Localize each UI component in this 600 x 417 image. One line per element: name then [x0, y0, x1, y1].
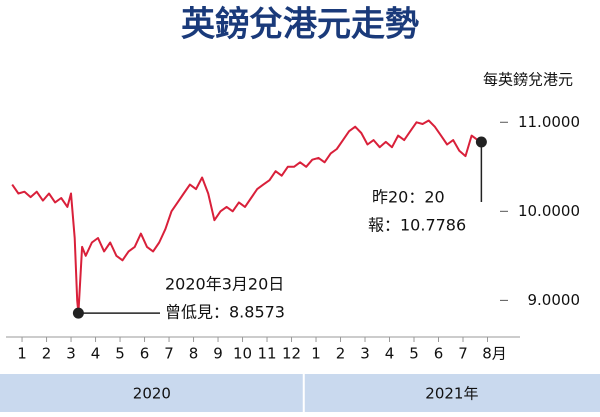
annotation-text: 報：10.7786 [368, 215, 466, 234]
x-tick-label: 5 [115, 345, 125, 363]
x-tick-label: 6 [434, 345, 444, 363]
x-tick-label: 8 [189, 345, 199, 363]
annotation-text: 昨20：20 [372, 187, 445, 206]
x-tick-label: 11 [257, 345, 276, 363]
annotation-dot [72, 307, 84, 319]
price-line [11, 119, 482, 315]
x-tick-label: 12 [282, 345, 301, 363]
x-tick-label: 2 [42, 345, 52, 363]
annotation-text: 曾低見：8.8573 [165, 303, 285, 322]
chart-title: 英鎊兌港元走勢 [181, 5, 419, 45]
y-tick-label: 10.0000 [518, 202, 580, 220]
year-band [304, 374, 600, 412]
year-label: 2021年 [425, 385, 478, 403]
x-tick-label: 4 [385, 345, 395, 363]
x-tick-label: 7 [458, 345, 468, 363]
x-tick-label: 2 [336, 345, 346, 363]
x-tick-label: 3 [360, 345, 370, 363]
x-tick-label: 7 [164, 345, 174, 363]
y-tick-label: 11.0000 [518, 113, 580, 131]
x-tick-label: 10 [233, 345, 252, 363]
annotation-dot [475, 136, 487, 148]
year-label: 2020 [133, 385, 171, 403]
y-axis-label: 每英鎊兌港元 [483, 71, 573, 89]
x-tick-label: 3 [66, 345, 76, 363]
x-tick-label: 6 [140, 345, 150, 363]
x-tick-label: 9 [213, 345, 223, 363]
year-band [0, 374, 303, 412]
x-tick-label: 4 [91, 345, 101, 363]
annotation-text: 2020年3月20日 [165, 275, 284, 294]
x-tick-label: 1 [311, 345, 321, 363]
x-tick-label: 8月 [482, 345, 507, 363]
x-tick-label: 5 [409, 345, 419, 363]
y-tick-label: 9.0000 [528, 291, 581, 309]
x-tick-label: 1 [17, 345, 27, 363]
